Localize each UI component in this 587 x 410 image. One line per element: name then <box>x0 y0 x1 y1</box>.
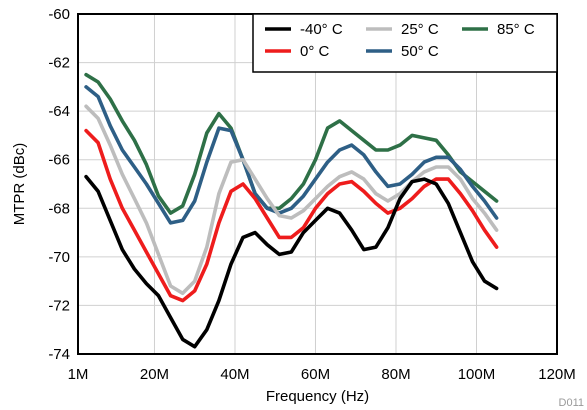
x-tick-label: 60M <box>301 366 330 383</box>
series-line-2 <box>84 104 499 296</box>
y-axis-title: MTPR (dBc) <box>11 143 28 226</box>
legend-box <box>252 13 558 73</box>
x-tick-label: 20M <box>140 366 169 383</box>
legend: -40° C 25° C 85° C 0° C 50° C <box>252 13 558 73</box>
series-line-3 <box>84 85 499 225</box>
legend-label: -40° C <box>300 21 343 38</box>
legend-label: 25° C <box>401 21 439 38</box>
legend-label: 0° C <box>300 43 330 60</box>
x-tick-label: 120M <box>538 366 576 383</box>
y-tick-label: -72 <box>48 297 70 314</box>
tick-layer: 1M 20M 40M 60M 80M 100M 120M -74 -72 -70 -68 -66 -64… <box>48 6 575 383</box>
y-tick-label: -68 <box>48 200 70 217</box>
x-tick-label: 40M <box>220 366 249 383</box>
x-tick-label: 1M <box>68 366 89 383</box>
y-tick-label: -62 <box>48 55 70 72</box>
y-tick-label: -70 <box>48 249 70 266</box>
y-tick-label: -64 <box>48 103 70 120</box>
series-line-0 <box>84 174 499 349</box>
y-tick-label: -60 <box>48 6 70 23</box>
x-axis-title: Frequency (Hz) <box>266 388 369 405</box>
series-line-4 <box>84 72 499 215</box>
x-tick-label: 80M <box>381 366 410 383</box>
legend-label: 85° C <box>497 21 535 38</box>
x-tick-label: 100M <box>458 366 496 383</box>
legend-label: 50° C <box>401 43 439 60</box>
y-tick-label: -66 <box>48 152 70 169</box>
y-tick-label: -74 <box>48 346 70 363</box>
series-line-1 <box>84 128 499 303</box>
series-layer <box>84 72 499 349</box>
figure-id-label: D011 <box>559 397 584 409</box>
